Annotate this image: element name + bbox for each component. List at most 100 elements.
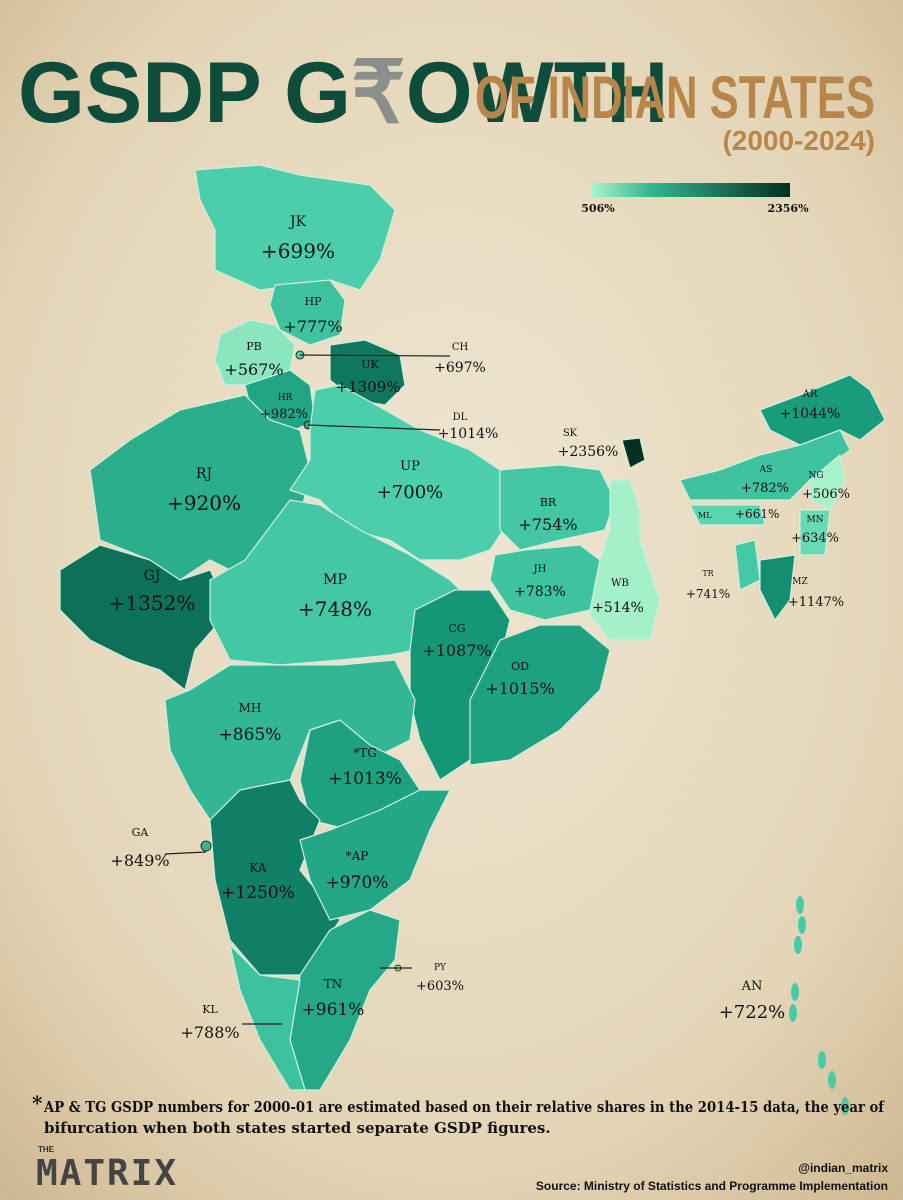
state-value: +514% [592, 600, 644, 616]
state-value: +1147% [788, 595, 844, 610]
state [469, 624, 611, 766]
title-right: OWTH [406, 45, 669, 141]
island [798, 916, 806, 934]
state-value: +741% [686, 587, 730, 601]
state-value: +1087% [422, 641, 491, 660]
state-code: UP [400, 459, 420, 474]
state-value: +1250% [221, 883, 295, 903]
island [818, 1051, 826, 1069]
state-code: MH [239, 701, 262, 715]
state-value: +1014% [438, 426, 499, 442]
state-value: +754% [518, 515, 577, 534]
state-code: PB [246, 340, 262, 353]
state-code: CG [448, 622, 465, 635]
legend-min: 506% [581, 202, 615, 215]
leader-line [164, 851, 207, 855]
state-code: MP [323, 572, 347, 588]
island [796, 896, 804, 914]
state [329, 339, 406, 406]
state-code: AN [741, 979, 763, 994]
state-value: +777% [283, 317, 342, 336]
state-value: +849% [110, 851, 169, 870]
state-code: JK [288, 214, 307, 230]
title-symbol: ₹ [351, 45, 406, 141]
state [809, 453, 846, 511]
state-code: HP [305, 295, 323, 308]
title-suffix: OF INDIAN STATES [475, 64, 875, 131]
legend-bar [592, 183, 790, 197]
state-value: +634% [791, 531, 839, 546]
state-code: BR [540, 496, 557, 509]
state-code: *AP [346, 849, 369, 863]
leader-line [299, 354, 451, 357]
state-value: +782% [741, 481, 789, 496]
state-code: MZ [792, 577, 807, 587]
state-code: RJ [196, 466, 212, 482]
state [209, 779, 341, 976]
footnote-marker: * [32, 1091, 43, 1115]
state-value: +1015% [485, 679, 554, 698]
state-code: KA [249, 861, 266, 875]
map [59, 164, 886, 1115]
state-code: JH [533, 564, 547, 575]
state-value: +700% [377, 482, 444, 503]
state-code: TN [324, 977, 343, 991]
state [194, 164, 396, 291]
title: GSDP G₹OWTH [18, 45, 668, 141]
state-value: +699% [261, 239, 335, 263]
legend-max: 2356% [767, 202, 809, 215]
state-code: SK [563, 428, 578, 439]
state-value: +788% [180, 1023, 239, 1042]
brand-small: THE [38, 1145, 55, 1154]
brand-name: MATRIX [36, 1153, 178, 1194]
period: (2000-2024) [722, 125, 875, 156]
state-code: OD [511, 660, 529, 673]
handle: @indian_matrix [798, 1161, 888, 1175]
footnote: AP & TG GSDP numbers for 2000-01 are est… [43, 1098, 885, 1116]
island [791, 983, 799, 1001]
state [499, 464, 616, 551]
labels: JK +699% HP +777% PB +567% UK +1309% CH +697% HR +9… [109, 214, 850, 1042]
state [689, 504, 766, 526]
state-code: CH [452, 342, 469, 353]
state-code: GA [132, 826, 150, 839]
state-code: ML [698, 511, 712, 520]
state-code: AR [802, 389, 818, 400]
state [799, 509, 831, 556]
state-code: GJ [144, 568, 161, 584]
state-code: HR [278, 393, 293, 403]
state [789, 896, 849, 1115]
state [299, 789, 451, 921]
state-value: +783% [514, 584, 566, 600]
title-left: GSDP G [18, 45, 351, 141]
state-value: +603% [416, 979, 464, 994]
state-code: TR [702, 569, 714, 578]
state-value: +920% [167, 491, 241, 515]
state-value: +982% [260, 407, 308, 422]
state-code: NG [808, 471, 823, 481]
state [621, 437, 646, 469]
state-code: PY [434, 963, 447, 973]
footnote-2: bifurcation when both states started sep… [44, 1119, 551, 1137]
state-value: +1013% [328, 769, 402, 789]
state-value: +697% [434, 360, 486, 376]
state [200, 840, 212, 852]
state-value: +2356% [558, 444, 619, 460]
state-code: AS [759, 465, 773, 475]
state-value: +865% [219, 725, 282, 745]
state-value: +567% [224, 360, 283, 379]
state [269, 279, 346, 346]
state-value: +961% [302, 1000, 365, 1020]
state [759, 374, 886, 446]
state-code: KL [202, 1003, 218, 1016]
state [759, 554, 796, 622]
state [589, 479, 661, 641]
state [59, 544, 231, 692]
state [734, 539, 761, 591]
island [789, 1004, 797, 1022]
state-value: +661% [735, 507, 779, 521]
state-code: DL [453, 412, 468, 423]
state [489, 544, 601, 621]
state-value: +506% [802, 487, 850, 502]
